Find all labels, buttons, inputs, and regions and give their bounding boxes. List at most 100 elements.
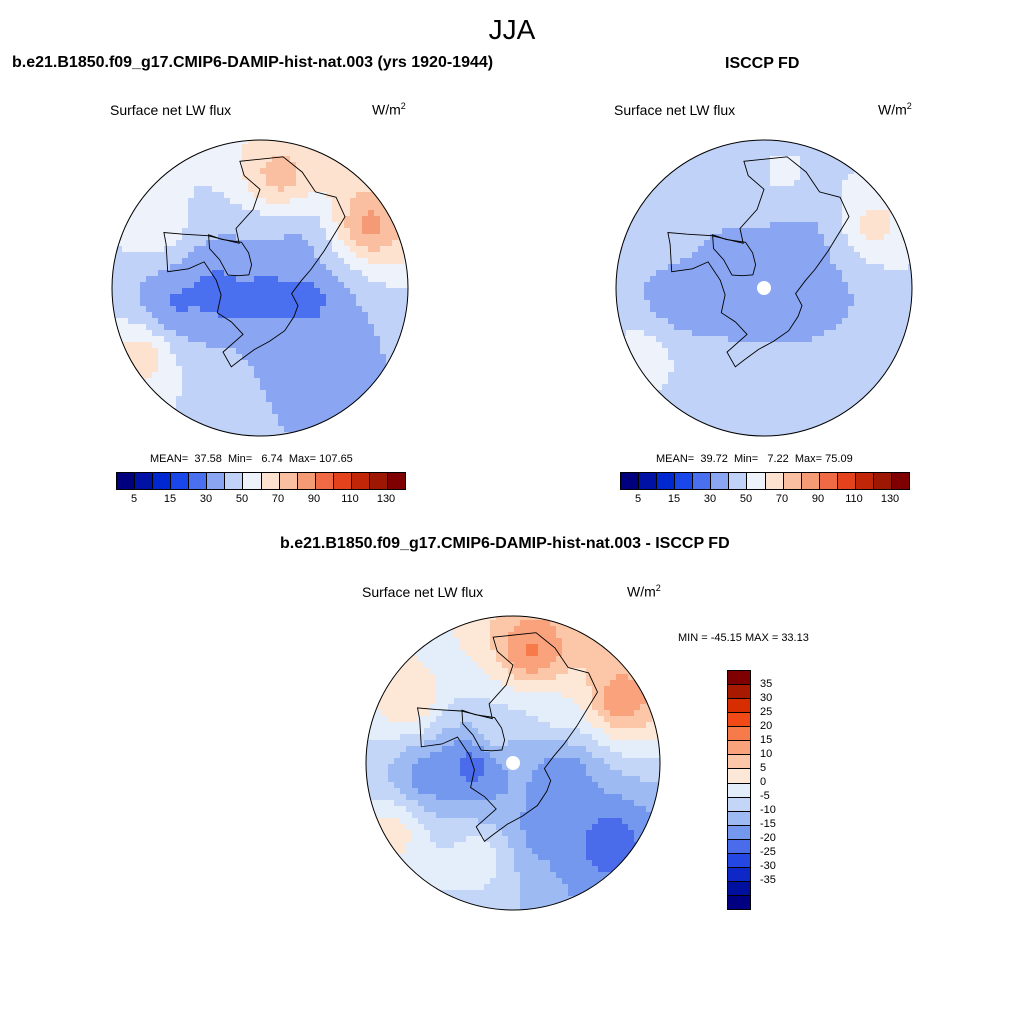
field-cell bbox=[896, 264, 903, 271]
field-cell bbox=[242, 276, 249, 283]
field-cell bbox=[284, 252, 291, 259]
field-cell bbox=[134, 324, 141, 331]
field-cell bbox=[188, 396, 195, 403]
field-cell bbox=[788, 180, 795, 187]
field-cell bbox=[580, 686, 587, 693]
field-cell bbox=[860, 366, 867, 373]
field-cell bbox=[338, 210, 345, 217]
field-cell bbox=[472, 638, 479, 645]
colorbar-swatch bbox=[621, 473, 640, 489]
field-cell bbox=[812, 306, 819, 313]
field-cell bbox=[610, 698, 617, 705]
field-cell bbox=[746, 342, 753, 349]
field-cell bbox=[824, 330, 831, 337]
field-cell bbox=[278, 234, 285, 241]
field-cell bbox=[616, 240, 621, 247]
field-cell bbox=[350, 294, 357, 301]
field-cell bbox=[392, 324, 399, 331]
field-cell bbox=[212, 366, 219, 373]
field-cell bbox=[490, 650, 497, 657]
field-cell bbox=[236, 342, 243, 349]
field-cell bbox=[338, 276, 345, 283]
field-cell bbox=[320, 168, 327, 175]
field-cell bbox=[550, 704, 557, 711]
field-cell bbox=[380, 222, 387, 229]
field-cell bbox=[686, 240, 693, 247]
field-cell bbox=[314, 198, 321, 205]
field-cell bbox=[692, 372, 699, 379]
field-cell bbox=[776, 210, 783, 217]
field-cell bbox=[266, 252, 273, 259]
field-cell bbox=[508, 662, 515, 669]
field-cell bbox=[842, 234, 849, 241]
field-cell bbox=[284, 330, 291, 337]
field-cell bbox=[818, 186, 825, 193]
field-cell bbox=[836, 180, 843, 187]
field-cell bbox=[394, 710, 401, 717]
field-cell bbox=[652, 710, 659, 717]
field-cell bbox=[188, 306, 195, 313]
field-cell bbox=[188, 162, 195, 169]
field-cell bbox=[254, 180, 261, 187]
field-cell bbox=[632, 282, 639, 289]
field-cell bbox=[338, 348, 345, 355]
field-cell bbox=[650, 264, 657, 271]
field-cell bbox=[896, 288, 903, 295]
field-cell bbox=[392, 234, 399, 241]
field-cell bbox=[680, 186, 687, 193]
field-cell bbox=[842, 186, 849, 193]
field-cell bbox=[616, 704, 623, 711]
field-cell bbox=[170, 210, 177, 217]
field-cell bbox=[674, 216, 681, 223]
field-cell bbox=[472, 620, 479, 627]
field-cell bbox=[734, 360, 741, 367]
field-cell bbox=[200, 396, 207, 403]
field-cell bbox=[182, 318, 189, 325]
field-cell bbox=[764, 228, 771, 235]
field-cell bbox=[272, 264, 279, 271]
field-cell bbox=[854, 378, 861, 385]
field-cell bbox=[568, 710, 575, 717]
field-cell bbox=[538, 620, 545, 627]
field-cell bbox=[260, 216, 267, 223]
field-cell bbox=[848, 180, 855, 187]
field-cell bbox=[266, 294, 273, 301]
field-cell bbox=[350, 336, 357, 343]
field-cell bbox=[812, 198, 819, 205]
field-cell bbox=[740, 426, 747, 433]
field-cell bbox=[734, 150, 741, 157]
field-cell bbox=[632, 336, 639, 343]
field-cell bbox=[514, 674, 521, 681]
field-cell bbox=[686, 246, 693, 253]
field-cell bbox=[638, 264, 645, 271]
field-cell bbox=[314, 408, 321, 415]
field-cell bbox=[158, 318, 165, 325]
field-cell bbox=[296, 150, 303, 157]
field-cell bbox=[574, 644, 581, 651]
field-cell bbox=[622, 686, 629, 693]
field-cell bbox=[248, 258, 255, 265]
field-cell bbox=[212, 384, 219, 391]
field-cell bbox=[884, 330, 891, 337]
field-cell bbox=[128, 300, 135, 307]
field-cell bbox=[514, 698, 521, 705]
field-cell bbox=[848, 252, 855, 259]
field-cell bbox=[722, 140, 729, 145]
field-cell bbox=[272, 258, 279, 265]
field-cell bbox=[236, 192, 243, 199]
field-cell bbox=[320, 306, 327, 313]
field-cell bbox=[514, 656, 521, 663]
field-cell bbox=[550, 734, 557, 741]
field-cell bbox=[502, 704, 509, 711]
field-cell bbox=[758, 210, 765, 217]
field-cell bbox=[302, 396, 309, 403]
field-cell bbox=[134, 264, 141, 271]
field-cell bbox=[884, 240, 891, 247]
field-cell bbox=[436, 650, 443, 657]
field-cell bbox=[746, 354, 753, 361]
field-cell bbox=[320, 360, 327, 367]
field-cell bbox=[200, 186, 207, 193]
field-cell bbox=[812, 312, 819, 319]
field-cell bbox=[236, 402, 243, 409]
field-cell bbox=[442, 680, 449, 687]
